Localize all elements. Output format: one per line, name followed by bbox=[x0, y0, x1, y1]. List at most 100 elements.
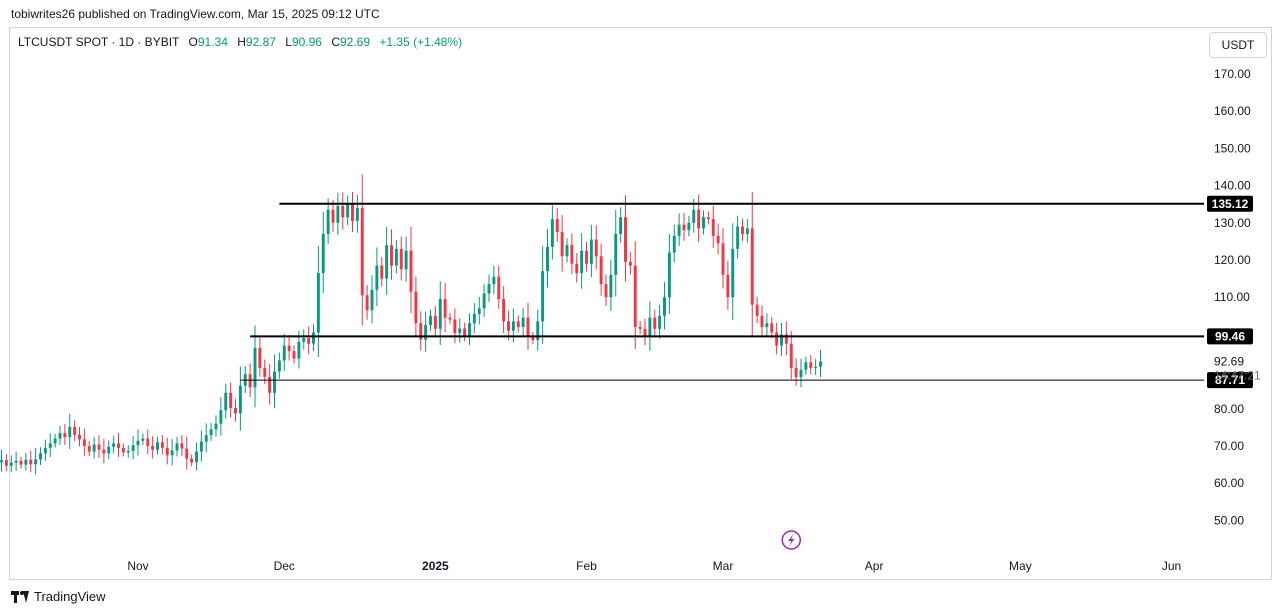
candle-body bbox=[487, 284, 491, 294]
candle-body bbox=[24, 459, 28, 465]
candle-body bbox=[282, 345, 286, 361]
candle-body bbox=[107, 446, 111, 454]
candle-body bbox=[141, 438, 145, 441]
candle-body bbox=[19, 460, 23, 465]
candle-body bbox=[633, 265, 637, 327]
candle-body bbox=[234, 408, 237, 414]
x-tick-label: Mar bbox=[713, 559, 734, 573]
candle-body bbox=[351, 204, 354, 221]
candle-body bbox=[102, 449, 106, 454]
candle-body bbox=[370, 289, 374, 311]
candle-body bbox=[814, 366, 818, 368]
candle-body bbox=[316, 273, 320, 333]
candle-body bbox=[706, 217, 710, 220]
candle-body bbox=[229, 392, 233, 409]
x-tick-label: 2025 bbox=[422, 559, 449, 573]
candle-body bbox=[82, 439, 86, 446]
candle-body bbox=[555, 219, 559, 233]
candle-body bbox=[424, 325, 428, 340]
candle-body bbox=[575, 263, 579, 274]
candle-body bbox=[468, 323, 471, 337]
candle-body bbox=[526, 317, 530, 337]
close-value: 92.69 bbox=[340, 35, 371, 49]
candle-body bbox=[594, 239, 598, 257]
candle-body bbox=[492, 276, 496, 285]
candle-body bbox=[663, 297, 666, 316]
candle-body bbox=[511, 321, 515, 331]
candle-body bbox=[619, 217, 623, 234]
candle-body bbox=[302, 338, 306, 342]
candle-body bbox=[151, 446, 155, 450]
candle-body bbox=[360, 207, 364, 296]
level-price-tag bbox=[1207, 195, 1253, 212]
low-label: L bbox=[285, 35, 292, 49]
candle-body bbox=[34, 459, 38, 465]
candle-body bbox=[385, 245, 389, 279]
candle-body bbox=[472, 313, 476, 324]
candle-body bbox=[658, 315, 662, 329]
candle-body bbox=[195, 451, 198, 463]
level-price-tag bbox=[1207, 372, 1253, 389]
y-tick-label: 70.00 bbox=[1214, 439, 1244, 453]
candle-body bbox=[507, 321, 510, 331]
symbol-legend: LTCUSDT SPOT · 1D · BYBIT O91.34 H92.87 … bbox=[18, 35, 462, 49]
y-tick-label: 110.00 bbox=[1214, 290, 1250, 304]
candle-body bbox=[238, 385, 242, 414]
candle-body bbox=[224, 392, 228, 411]
candle-body bbox=[73, 427, 77, 435]
candle-body bbox=[175, 443, 179, 451]
x-tick-label: May bbox=[1009, 559, 1032, 573]
candle-body bbox=[614, 233, 618, 275]
candle-body bbox=[390, 245, 393, 266]
y-tick-label: 150.00 bbox=[1214, 141, 1251, 155]
candle-body bbox=[458, 328, 462, 334]
level-price-label: 87.71 bbox=[1215, 373, 1245, 387]
open-value: 91.34 bbox=[197, 35, 228, 49]
candle-body bbox=[307, 338, 311, 344]
candle-body bbox=[550, 219, 554, 247]
candle-body bbox=[697, 209, 701, 229]
high-value: 92.87 bbox=[245, 35, 276, 49]
x-tick-label: Jun bbox=[1162, 559, 1181, 573]
y-tick-label: 130.00 bbox=[1214, 216, 1251, 230]
candle-body bbox=[755, 304, 759, 316]
candle-body bbox=[9, 462, 13, 466]
level-price-label: 99.46 bbox=[1215, 329, 1245, 343]
candle-body bbox=[112, 443, 116, 447]
candle-body bbox=[648, 317, 652, 337]
candle-body bbox=[736, 226, 740, 249]
candle-body bbox=[585, 250, 588, 264]
currency-button[interactable]: USDT bbox=[1209, 32, 1267, 58]
candle-body bbox=[453, 319, 457, 334]
symbol-name[interactable]: LTCUSDT SPOT · 1D · BYBIT bbox=[18, 35, 180, 49]
brand-name: TradingView bbox=[34, 589, 106, 604]
candle-body bbox=[39, 453, 42, 460]
candle-body bbox=[4, 460, 8, 466]
high-label: H bbox=[237, 35, 246, 49]
y-tick-label: 140.00 bbox=[1214, 179, 1251, 193]
y-tick-label: 60.00 bbox=[1214, 476, 1244, 490]
candle-body bbox=[131, 445, 135, 451]
x-tick-label: Apr bbox=[865, 559, 884, 573]
candle-body bbox=[117, 443, 120, 448]
change-value: +1.35 (+1.48%) bbox=[379, 35, 463, 49]
candle-body bbox=[741, 226, 744, 234]
candle-body bbox=[312, 332, 315, 344]
candle-body bbox=[248, 374, 252, 388]
candle-body bbox=[443, 299, 447, 318]
candle-body bbox=[799, 369, 803, 378]
candle-body bbox=[126, 450, 130, 453]
candle-body bbox=[726, 274, 730, 298]
candle-body bbox=[687, 222, 691, 231]
candle-body bbox=[643, 328, 647, 337]
footer-brand[interactable]: TradingView bbox=[11, 589, 106, 604]
countdown-label: 14:47:21 bbox=[1214, 369, 1261, 383]
candle-body bbox=[784, 334, 788, 344]
candle-body bbox=[273, 371, 276, 393]
candle-body bbox=[750, 228, 754, 305]
candle-body bbox=[146, 438, 150, 446]
candle-body bbox=[199, 441, 203, 452]
candle-body bbox=[541, 271, 545, 322]
candle-body bbox=[292, 351, 296, 359]
